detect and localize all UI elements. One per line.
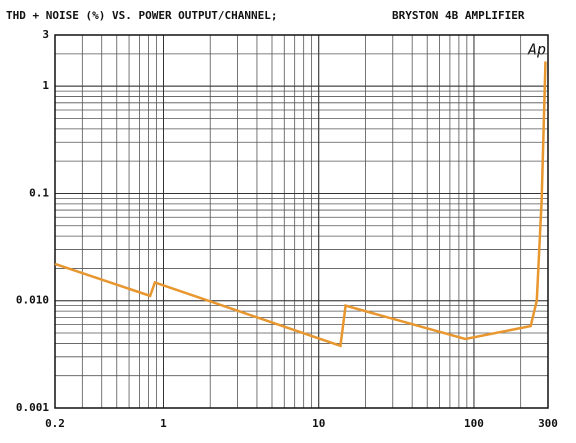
x-tick-label: 100 <box>464 417 484 430</box>
x-tick-label: 300 <box>538 417 558 430</box>
y-tick-label: 1 <box>42 79 49 92</box>
chart-subtitle: BRYSTON 4B AMPLIFIER <box>392 9 525 22</box>
x-tick-label: 1 <box>160 417 167 430</box>
y-tick-label: 0.001 <box>16 401 49 414</box>
y-tick-label: 3 <box>42 28 49 41</box>
data-line <box>54 61 547 348</box>
chart-title: THD + NOISE (%) VS. POWER OUTPUT/CHANNEL… <box>6 9 278 22</box>
annotation: Ap <box>527 41 546 59</box>
y-tick-label: 0.010 <box>16 294 49 307</box>
x-tick-label: 10 <box>312 417 325 430</box>
plot-frame <box>54 34 549 409</box>
x-tick-label: 0.2 <box>45 417 65 430</box>
y-tick-label: 0.1 <box>29 186 49 199</box>
